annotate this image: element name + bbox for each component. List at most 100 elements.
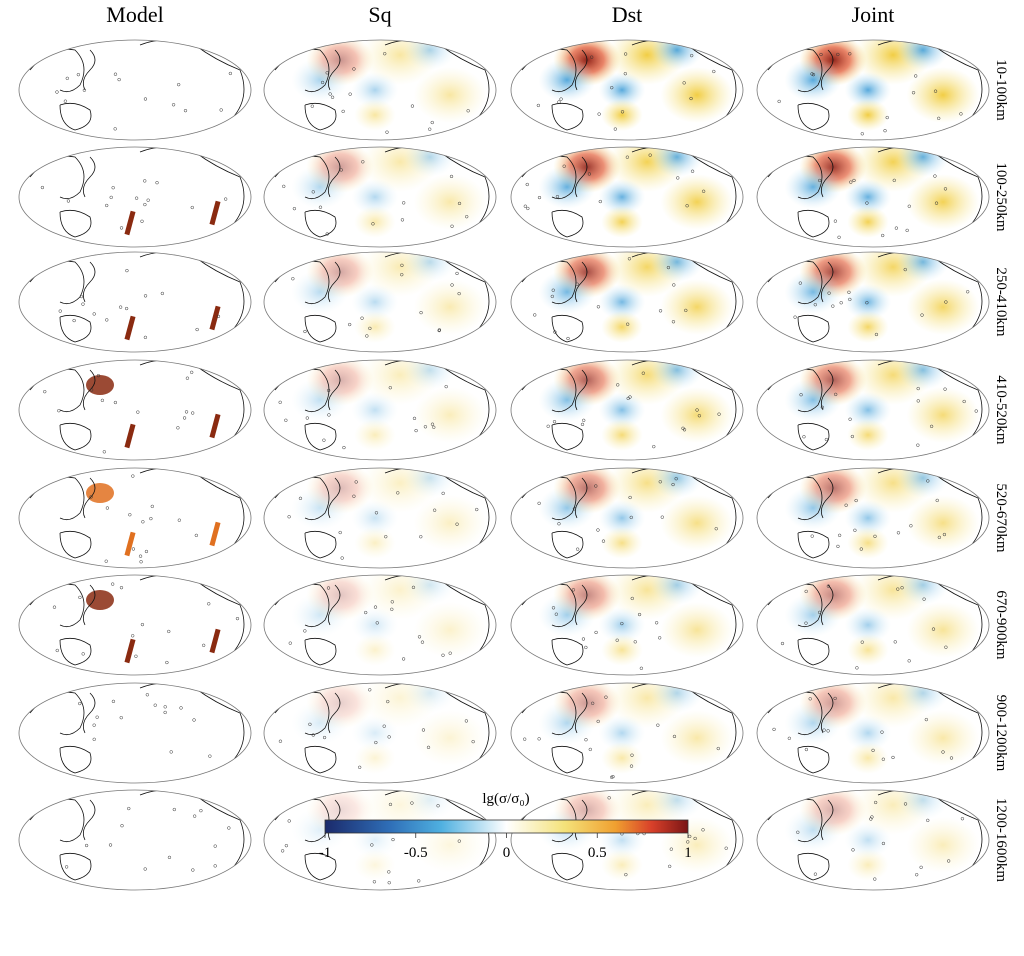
station bbox=[92, 723, 96, 727]
station bbox=[580, 422, 585, 427]
station bbox=[526, 206, 530, 211]
station bbox=[370, 843, 374, 847]
station bbox=[65, 76, 69, 81]
map-outline bbox=[18, 146, 252, 248]
map-outline bbox=[18, 39, 252, 141]
anomaly bbox=[844, 179, 892, 215]
coastline bbox=[521, 147, 737, 247]
station bbox=[571, 588, 576, 592]
station bbox=[537, 195, 542, 200]
station bbox=[668, 864, 672, 869]
station bbox=[127, 806, 131, 811]
coastline bbox=[274, 790, 490, 890]
station bbox=[326, 388, 331, 393]
station bbox=[368, 326, 372, 331]
column-title: Joint bbox=[852, 2, 895, 27]
station bbox=[937, 535, 942, 540]
anomaly bbox=[608, 575, 686, 620]
anomaly bbox=[361, 575, 439, 620]
station bbox=[627, 257, 632, 261]
station bbox=[185, 376, 190, 380]
station bbox=[620, 110, 625, 114]
anomaly bbox=[601, 206, 643, 238]
map-outline bbox=[18, 467, 252, 569]
station bbox=[629, 515, 633, 520]
station bbox=[550, 294, 554, 299]
anomaly bbox=[847, 634, 889, 666]
station bbox=[455, 522, 459, 526]
station bbox=[813, 303, 817, 307]
row-label: 250-410km bbox=[993, 267, 1009, 336]
map-content bbox=[274, 360, 490, 460]
station bbox=[598, 199, 602, 204]
coastline bbox=[521, 360, 737, 460]
station bbox=[819, 52, 823, 57]
station bbox=[322, 735, 327, 740]
map-content bbox=[767, 147, 983, 247]
anomaly bbox=[413, 279, 487, 335]
anomaly bbox=[598, 72, 646, 108]
row-label: 410-520km bbox=[993, 375, 1009, 444]
station bbox=[165, 660, 169, 665]
station bbox=[536, 103, 541, 108]
station bbox=[559, 97, 563, 101]
station bbox=[417, 635, 422, 639]
station bbox=[931, 627, 936, 631]
map-panel bbox=[510, 359, 744, 461]
station bbox=[652, 444, 656, 449]
station bbox=[859, 547, 863, 551]
anomaly bbox=[538, 378, 596, 422]
station bbox=[817, 610, 822, 615]
station bbox=[430, 120, 434, 125]
anomaly bbox=[906, 710, 980, 766]
station bbox=[893, 640, 897, 644]
station bbox=[575, 547, 580, 551]
map-outline bbox=[510, 789, 744, 891]
station bbox=[92, 312, 96, 316]
coastline bbox=[521, 575, 737, 675]
station bbox=[396, 491, 400, 495]
anomaly bbox=[651, 360, 703, 390]
station bbox=[284, 843, 289, 848]
station bbox=[387, 735, 391, 739]
station bbox=[81, 652, 85, 656]
anomaly bbox=[598, 392, 646, 428]
anomaly bbox=[538, 486, 596, 530]
station bbox=[169, 750, 173, 754]
slab bbox=[124, 423, 136, 449]
station bbox=[153, 703, 157, 707]
colorbar-tick-label: 1 bbox=[684, 845, 692, 861]
anomaly bbox=[651, 790, 703, 820]
station bbox=[658, 480, 662, 484]
anomaly bbox=[897, 40, 949, 70]
station bbox=[827, 291, 831, 295]
anomaly bbox=[854, 790, 932, 835]
station bbox=[695, 408, 699, 412]
station bbox=[384, 535, 388, 539]
anomaly bbox=[601, 742, 643, 774]
station bbox=[419, 310, 423, 315]
station bbox=[949, 756, 954, 760]
station bbox=[922, 597, 926, 601]
map-panel bbox=[510, 39, 744, 141]
coastline bbox=[767, 468, 983, 568]
station bbox=[177, 518, 181, 522]
station bbox=[916, 399, 920, 403]
anomaly bbox=[660, 174, 734, 230]
colorbar-label: lg(σ/σ₀) bbox=[482, 791, 529, 807]
station bbox=[623, 72, 627, 76]
slab bbox=[209, 200, 221, 226]
station bbox=[111, 699, 116, 704]
coastline bbox=[767, 683, 983, 783]
coastline bbox=[29, 683, 245, 783]
station bbox=[818, 178, 822, 183]
station bbox=[546, 424, 550, 428]
station bbox=[322, 438, 326, 442]
station bbox=[176, 426, 180, 430]
station bbox=[219, 108, 223, 112]
station bbox=[896, 587, 900, 591]
station bbox=[674, 477, 678, 481]
station bbox=[873, 534, 877, 538]
station bbox=[551, 288, 555, 292]
anomaly bbox=[404, 575, 456, 605]
